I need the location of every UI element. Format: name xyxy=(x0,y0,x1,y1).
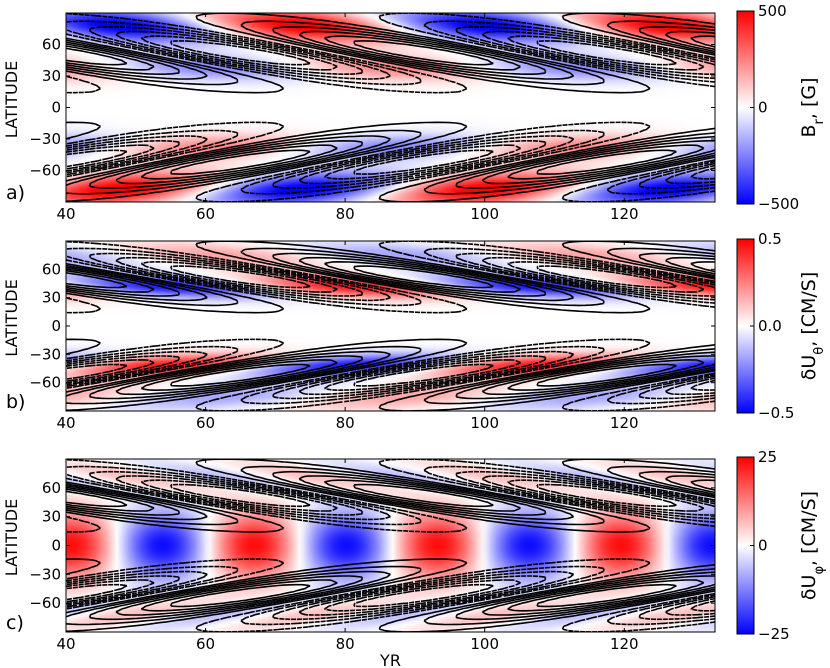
contour-negative xyxy=(66,261,715,391)
colorbar-label: δUθ, [CM/S] xyxy=(798,272,827,381)
contour-negative xyxy=(66,30,715,185)
y-axis-label: LATITUDE xyxy=(2,279,21,356)
y-tick-label: −60 xyxy=(29,374,61,392)
contour-positive xyxy=(66,459,715,632)
y-tick-label: 0 xyxy=(51,317,61,335)
contour-positive xyxy=(66,479,715,612)
panel-1: 40 60 80 100 120 60 30 0 −30 −60 LATITUDE a) 500 0 −50… xyxy=(2,2,827,223)
x-tick-label: 60 xyxy=(196,205,215,223)
contour-positive xyxy=(66,261,715,391)
contour-negative xyxy=(66,252,715,400)
x-tick-label: 100 xyxy=(470,414,499,432)
colorbar-tick-label: 0.5 xyxy=(758,230,782,248)
y-axis-label: LATITUDE xyxy=(2,499,21,576)
colorbar-tick-label: −0.5 xyxy=(758,404,794,422)
contour-group xyxy=(66,13,715,202)
y-tick-label: 60 xyxy=(42,260,61,278)
x-tick-label: 120 xyxy=(610,414,639,432)
panel-label: b) xyxy=(6,391,25,413)
y-tick-label: 30 xyxy=(42,289,61,307)
colorbar-tick-label: 0 xyxy=(758,99,768,117)
y-tick-label: 30 xyxy=(42,508,61,526)
contour-positive xyxy=(66,483,677,608)
y-axis-label: LATITUDE xyxy=(2,61,21,138)
x-tick-label: 40 xyxy=(56,414,75,432)
contour-positive xyxy=(66,13,715,202)
contour-negative xyxy=(66,475,715,616)
y-tick-label: 60 xyxy=(42,479,61,497)
y-tick-label: −30 xyxy=(29,130,61,148)
contour-positive xyxy=(66,35,715,180)
colorbar-tick-label: −25 xyxy=(758,625,790,643)
contour-positive xyxy=(66,470,715,621)
colorbar-tick-label: 0.0 xyxy=(758,317,782,335)
x-tick-label: 60 xyxy=(196,414,215,432)
contour-negative xyxy=(66,265,677,387)
contour-positive xyxy=(66,252,715,400)
colorbar-tick-label: 0 xyxy=(758,537,768,555)
panel-2: 40 60 80 100 120 60 30 0 −30 −60 LATITUDE b) 0.5 0.0 −… xyxy=(2,230,827,432)
y-tick-label: −60 xyxy=(29,594,61,612)
x-axis-label: YR xyxy=(379,651,401,668)
contour-positive xyxy=(66,26,715,189)
contour-negative xyxy=(66,20,715,195)
contour-positive xyxy=(66,247,715,405)
y-tick-label: −60 xyxy=(29,162,61,180)
y-tick-label: −30 xyxy=(29,345,61,363)
contour-negative xyxy=(66,13,715,202)
contour-positive xyxy=(66,265,677,387)
contour-group xyxy=(66,459,715,632)
contour-group xyxy=(66,241,715,411)
y-tick-label: 0 xyxy=(51,537,61,555)
colorbar-tick-label: 500 xyxy=(758,2,787,20)
contour-positive xyxy=(66,40,677,175)
contour-negative xyxy=(66,459,715,632)
x-tick-label: 40 xyxy=(56,635,75,653)
y-tick-label: 60 xyxy=(42,36,61,54)
contour-positive xyxy=(66,256,715,396)
x-tick-label: 100 xyxy=(470,635,499,653)
x-tick-label: 60 xyxy=(196,635,215,653)
contour-positive xyxy=(66,30,715,185)
contour-negative xyxy=(66,40,677,175)
y-tick-label: 30 xyxy=(42,67,61,85)
colorbar-tick-label: 25 xyxy=(758,448,777,466)
x-tick-label: 40 xyxy=(56,205,75,223)
contour-positive xyxy=(66,475,715,616)
colorbar-label: δUφ, [CM/S] xyxy=(798,491,827,600)
contour-negative xyxy=(66,465,715,626)
contour-negative xyxy=(66,241,715,411)
contour-negative xyxy=(66,483,677,608)
x-tick-label: 120 xyxy=(610,205,639,223)
y-tick-label: −30 xyxy=(29,565,61,583)
contour-negative xyxy=(66,26,715,189)
panel-3: 40 60 80 100 120 60 30 0 −30 −60 LATITUDE c) YR 25 0 −2… xyxy=(2,448,827,668)
x-tick-label: 120 xyxy=(610,635,639,653)
contour-positive xyxy=(66,465,715,626)
colorbar-tick-label: −500 xyxy=(758,195,799,213)
contour-negative xyxy=(66,247,715,405)
contour-negative xyxy=(66,470,715,621)
x-tick-label: 80 xyxy=(336,205,355,223)
contour-positive xyxy=(66,20,715,195)
y-tick-label: 0 xyxy=(51,99,61,117)
contour-negative xyxy=(66,479,715,612)
contour-negative xyxy=(66,256,715,396)
x-tick-label: 80 xyxy=(336,414,355,432)
x-tick-label: 80 xyxy=(336,635,355,653)
panel-label: c) xyxy=(6,612,24,634)
contour-positive xyxy=(66,241,715,411)
panel-label: a) xyxy=(6,182,25,204)
x-tick-label: 100 xyxy=(470,205,499,223)
colorbar-label: Br, [G] xyxy=(798,77,827,137)
contour-negative xyxy=(66,35,715,180)
